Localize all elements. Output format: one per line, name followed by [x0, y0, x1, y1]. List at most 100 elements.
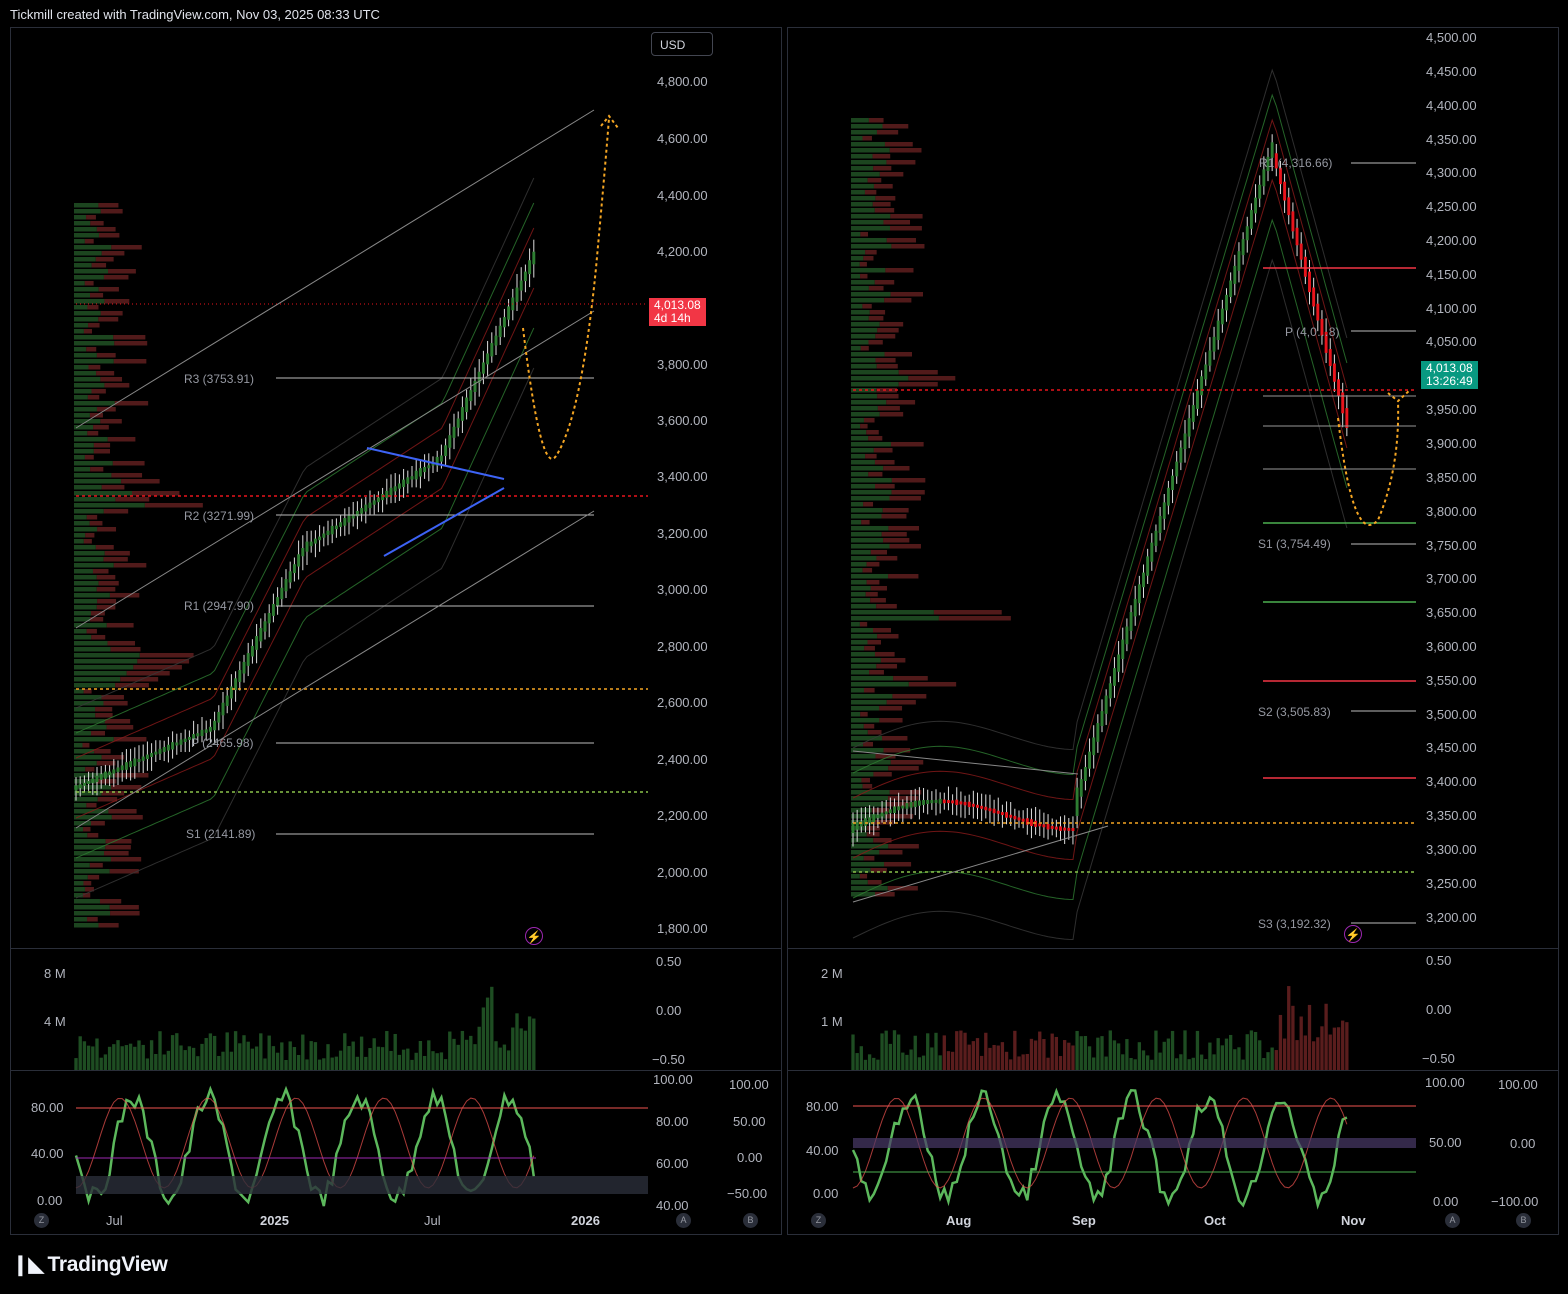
volume-bar	[380, 1047, 385, 1070]
volume-profile-bar	[862, 136, 872, 141]
volume-profile-bar	[851, 370, 899, 375]
volume-profile-bar	[851, 622, 860, 627]
volume-profile-bar	[74, 557, 104, 562]
volume-profile-bar	[74, 509, 104, 514]
flash-icon[interactable]: ⚡	[525, 927, 543, 945]
volume-profile-bar	[74, 911, 111, 916]
right-chart-canvas[interactable]	[788, 28, 1558, 1234]
candle-body	[456, 418, 460, 428]
candle-body	[158, 748, 162, 754]
time-axis-label: 2026	[571, 1213, 600, 1228]
auto-scale-button[interactable]: A	[676, 1213, 691, 1228]
volume-bar	[1224, 1038, 1229, 1070]
volume-bar	[888, 1043, 893, 1070]
scale-b-button[interactable]: B	[743, 1213, 758, 1228]
volume-profile-bar	[74, 317, 99, 322]
currency-button[interactable]: USD	[651, 32, 713, 56]
volume-profile-bar	[851, 550, 871, 555]
pane-divider[interactable]	[788, 1070, 1558, 1071]
scale-b-button[interactable]: B	[1516, 1213, 1531, 1228]
candle-body	[473, 380, 477, 392]
candle-body	[103, 771, 107, 779]
volume-profile-bar	[851, 814, 886, 819]
volume-profile-bar	[101, 791, 125, 796]
volume-profile-bar	[74, 599, 98, 604]
last-price-value: 4,013.08	[1426, 361, 1473, 375]
volume-profile-bar	[851, 874, 860, 879]
auto-scale-button[interactable]: A	[1445, 1213, 1460, 1228]
candle-body	[1175, 461, 1179, 477]
zoom-button[interactable]: Z	[34, 1213, 49, 1228]
candle-body	[318, 536, 322, 541]
candle-body	[486, 353, 490, 365]
left-chart-panel[interactable]: USD 4,800.00 4,600.00 4,400.00 4,200.00 3,80…	[10, 27, 782, 1235]
volume-bar	[1087, 1046, 1092, 1070]
volume-profile-bar	[104, 383, 130, 388]
candle-body	[364, 504, 368, 512]
volume-profile-bar	[90, 467, 104, 472]
volume-bar	[1270, 1047, 1274, 1070]
candle-body	[1137, 584, 1141, 604]
volume-bar	[992, 1044, 996, 1070]
candle-body	[183, 738, 187, 742]
volume-profile-bar	[74, 617, 91, 622]
volume-profile-bar	[74, 659, 138, 664]
volume-profile-bar	[74, 773, 115, 778]
volume-profile-bar	[74, 233, 99, 238]
volume-bar	[896, 1034, 901, 1070]
volume-profile-bar	[880, 658, 906, 663]
candle-body	[124, 762, 128, 770]
volume-profile-bar	[95, 713, 113, 718]
osc-right-axis-a: 40.00	[656, 1198, 689, 1213]
volume-axis-label: 1 M	[821, 1014, 843, 1029]
volume-bar	[892, 1030, 897, 1070]
volume-right-axis-label: 0.00	[1426, 1002, 1452, 1017]
volume-profile-bar	[851, 514, 882, 519]
left-chart-canvas[interactable]	[11, 28, 781, 1234]
volume-profile-bar	[851, 394, 878, 399]
price-axis-label: 4,100.00	[1426, 301, 1477, 316]
osc-right-axis-a: 100.00	[1425, 1075, 1465, 1090]
flash-icon[interactable]: ⚡	[1344, 925, 1362, 943]
candle-body	[137, 758, 141, 762]
right-chart-panel[interactable]: 4,500.00 4,450.00 4,400.00 4,350.00 4,300.00…	[787, 27, 1559, 1235]
candle-body	[192, 734, 196, 740]
volume-bar	[913, 1035, 917, 1070]
candle-body	[1208, 350, 1212, 366]
candle-body	[1013, 815, 1017, 820]
price-axis-label: 3,250.00	[1426, 876, 1477, 891]
pivot-p-label: P (4,0…8)	[1285, 325, 1340, 339]
volume-profile-bar	[851, 826, 867, 831]
pane-divider[interactable]	[788, 948, 1558, 949]
volume-profile-bar	[74, 293, 91, 298]
volume-profile-bar	[94, 749, 111, 754]
volume-profile-bar	[851, 322, 880, 327]
volume-profile-bar	[851, 796, 889, 801]
volume-profile-bar	[882, 124, 909, 129]
channel-line	[75, 109, 595, 429]
volume-profile-bar	[101, 695, 124, 700]
volume-profile-bar	[74, 653, 140, 658]
volume-profile-bar	[74, 263, 92, 268]
candle-body	[234, 678, 238, 691]
volume-bar	[1166, 1038, 1171, 1070]
candle-body	[481, 362, 485, 374]
osc-right-axis-a: 80.00	[656, 1114, 689, 1129]
volume-bar	[1112, 1040, 1117, 1070]
volume-profile-bar	[893, 676, 928, 681]
volume-profile-bar	[865, 454, 877, 459]
pane-divider[interactable]	[11, 1070, 781, 1071]
pivot-s2-label: S2 (3,505.83)	[1258, 705, 1331, 719]
volume-profile-bar	[884, 352, 913, 357]
candle-body	[309, 541, 313, 547]
pane-divider[interactable]	[11, 948, 781, 949]
volume-bar	[859, 1046, 863, 1070]
osc-right-axis-a: 60.00	[656, 1156, 689, 1171]
volume-profile-bar	[110, 857, 142, 862]
zoom-button[interactable]: Z	[811, 1213, 826, 1228]
volume-profile-bar	[74, 707, 96, 712]
volume-profile-bar	[898, 382, 938, 387]
volume-profile-bar	[851, 196, 876, 201]
band-line	[852, 93, 1348, 776]
volume-bar	[338, 1050, 343, 1070]
